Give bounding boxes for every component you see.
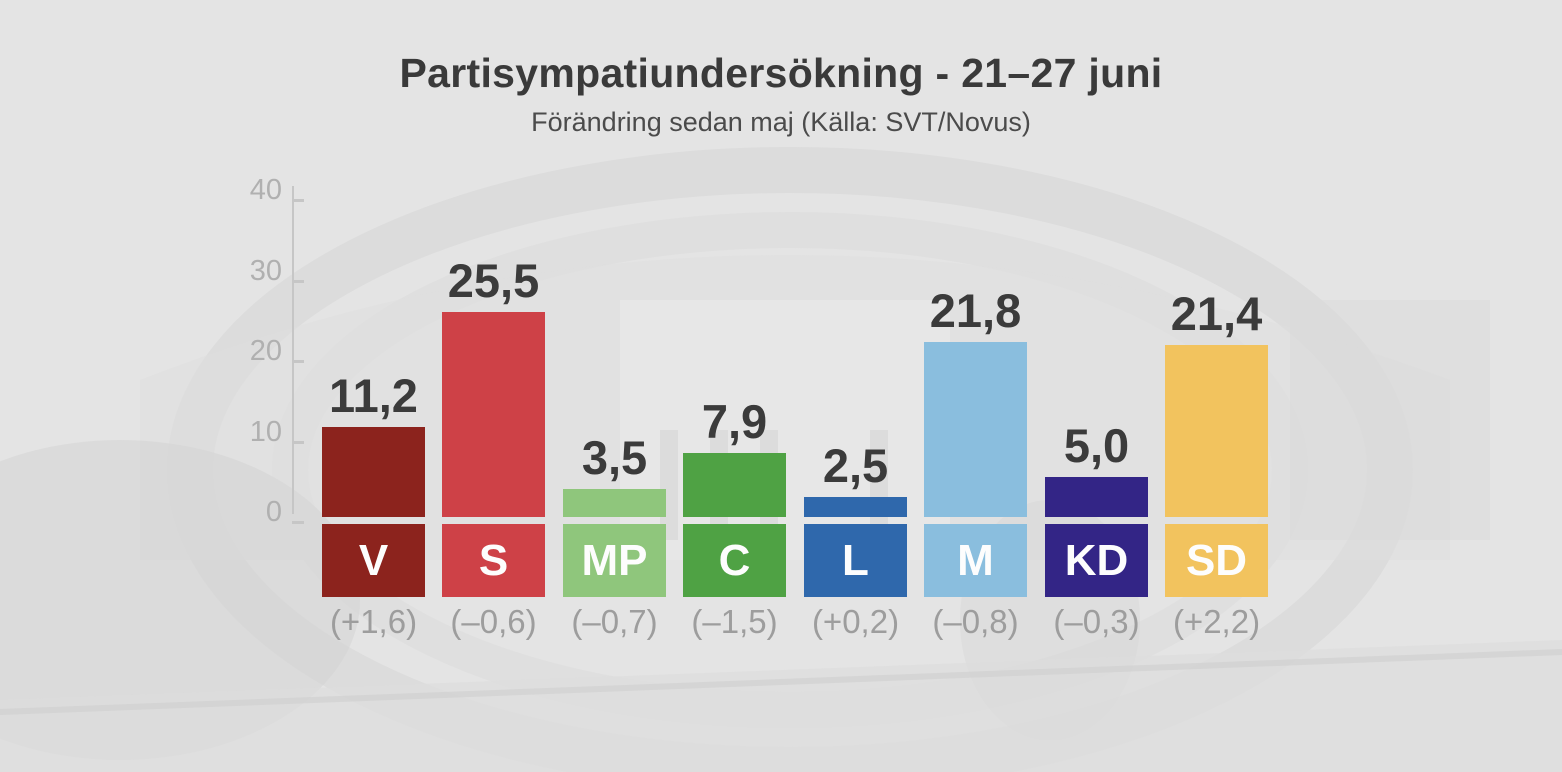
bar-value-label: 2,5 — [822, 439, 889, 492]
y-tick-mark — [292, 199, 304, 202]
bar — [1045, 477, 1148, 517]
party-code: MP — [581, 535, 648, 585]
party-label-box: C — [683, 524, 786, 597]
bar-value-label: 7,9 — [701, 395, 768, 448]
bar-group: 2,5 L (+0,2) — [804, 0, 907, 772]
bar — [924, 342, 1027, 517]
y-tick-label: 0 — [265, 496, 282, 528]
party-code: C — [718, 535, 751, 585]
party-code: S — [478, 535, 509, 585]
party-code: V — [358, 535, 389, 585]
bar-group: 5,0 KD (–0,3) — [1045, 0, 1148, 772]
page-subtitle: Förändring sedan maj (Källa: SVT/Novus) — [531, 107, 1031, 137]
party-label-box: L — [804, 524, 907, 597]
y-tick-label: 30 — [249, 255, 282, 287]
bar-value-label: 21,4 — [1170, 287, 1263, 340]
party-label-box: KD — [1045, 524, 1148, 597]
party-change-label: (–0,3) — [1053, 603, 1140, 640]
y-tick-label: 10 — [249, 416, 282, 448]
bar — [563, 489, 666, 517]
party-code: SD — [1185, 535, 1248, 585]
bar-group: 25,5 S (–0,6) — [442, 0, 545, 772]
party-label-box: S — [442, 524, 545, 597]
bar-value-label: 21,8 — [929, 284, 1022, 337]
bar — [322, 427, 425, 517]
bar-group: 21,4 SD (+2,2) — [1165, 0, 1268, 772]
bar-group: 11,2 V (+1,6) — [322, 0, 425, 772]
party-change-label: (–0,8) — [932, 603, 1019, 640]
party-change-label: (–1,5) — [691, 603, 778, 640]
y-tick-mark — [292, 280, 304, 283]
bar-group: 3,5 MP (–0,7) — [563, 0, 666, 772]
party-label-box: V — [322, 524, 425, 597]
bar — [442, 312, 545, 517]
bar — [683, 453, 786, 517]
party-change-label: (+2,2) — [1172, 603, 1261, 640]
y-tick-mark — [292, 441, 304, 444]
bar-value-label: 3,5 — [581, 431, 648, 484]
y-tick-label: 20 — [249, 335, 282, 367]
party-label-box: M — [924, 524, 1027, 597]
bar — [804, 497, 907, 517]
party-change-label: (+0,2) — [811, 603, 900, 640]
bar-value-label: 11,2 — [329, 369, 418, 422]
party-code: KD — [1064, 535, 1129, 585]
y-tick-mark — [292, 360, 304, 363]
party-change-label: (–0,7) — [571, 603, 658, 640]
page-title: Partisympatiundersökning - 21–27 juni — [399, 50, 1163, 96]
y-tick-mark — [292, 521, 304, 524]
y-tick-label: 40 — [249, 174, 282, 206]
party-change-label: (+1,6) — [329, 603, 418, 640]
bar-group: 21,8 M (–0,8) — [924, 0, 1027, 772]
bar — [1165, 345, 1268, 517]
bar-value-label: 25,5 — [447, 254, 540, 307]
bar-group: 7,9 C (–1,5) — [683, 0, 786, 772]
party-label-box: SD — [1165, 524, 1268, 597]
party-change-label: (–0,6) — [450, 603, 537, 640]
y-axis-line — [292, 186, 294, 514]
party-code: M — [957, 535, 994, 585]
bar-value-label: 5,0 — [1063, 419, 1130, 472]
party-code: L — [842, 535, 869, 585]
party-label-box: MP — [563, 524, 666, 597]
